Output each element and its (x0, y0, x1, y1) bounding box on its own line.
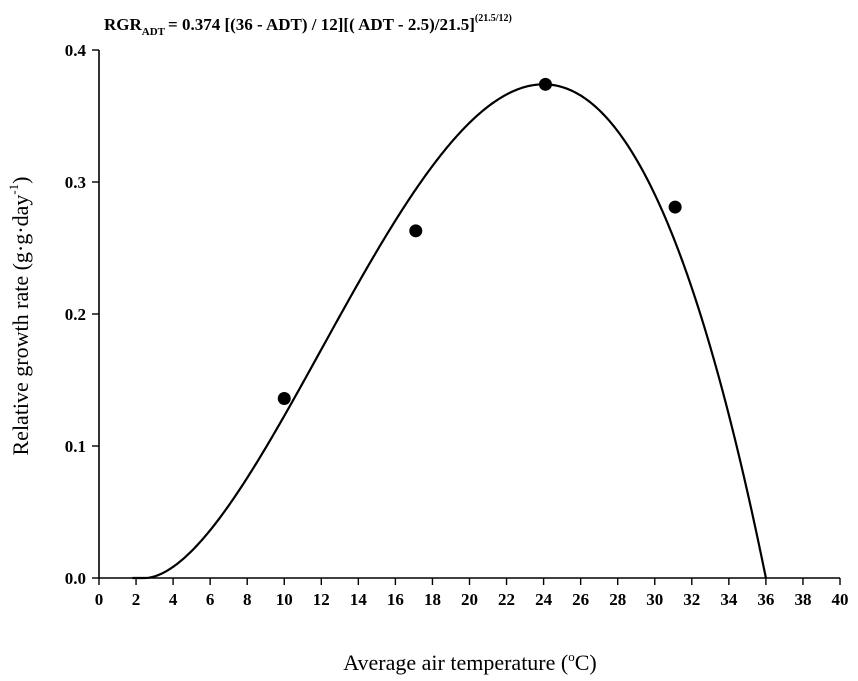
y-tick-label: 0.4 (65, 41, 87, 60)
x-tick-label: 14 (350, 590, 368, 609)
y-unit-exponent: -1 (6, 184, 21, 195)
x-tick-label: 28 (609, 590, 626, 609)
y-tick-label: 0.0 (65, 569, 86, 588)
y-tick-label: 0.1 (65, 437, 86, 456)
x-tick-label: 6 (206, 590, 215, 609)
plot-frame (98, 50, 840, 579)
x-axis-title: Average air temperature (oC) (343, 649, 596, 675)
x-tick-label: 34 (720, 590, 738, 609)
data-point (668, 200, 682, 214)
x-ticks: 0 2 4 6 8 10 12 14 16 18 20 22 24 26 28 30 32 34 36 38 40 (95, 578, 849, 609)
x-tick-label: 10 (276, 590, 293, 609)
y-tick-label: 0.3 (65, 173, 86, 192)
x-tick-label: 40 (832, 590, 849, 609)
x-tick-label: 22 (498, 590, 515, 609)
y-axis-title: Relative growth rate (g·g·day-1) (6, 176, 33, 455)
x-tick-label: 30 (646, 590, 663, 609)
x-tick-label: 36 (757, 590, 774, 609)
data-point (538, 77, 552, 91)
model-curve (132, 83, 767, 580)
x-tick-label: 18 (424, 590, 441, 609)
x-tick-label: 0 (95, 590, 104, 609)
x-tick-label: 8 (243, 590, 252, 609)
x-tick-label: 20 (461, 590, 478, 609)
equation-formula: = 0.374 [(36 - ADT) / 12][( ADT - 2.5)/2… (168, 15, 475, 34)
x-tick-label: 26 (572, 590, 589, 609)
data-point (409, 224, 423, 238)
data-points (277, 77, 682, 405)
degree-symbol: o (568, 649, 575, 664)
data-point (277, 391, 291, 405)
equation-title: RGRADT = 0.374 [(36 - ADT) / 12][( ADT - … (104, 13, 512, 38)
x-tick-label: 2 (132, 590, 141, 609)
x-tick-label: 38 (794, 590, 811, 609)
x-tick-label: 4 (169, 590, 178, 609)
x-tick-label: 12 (313, 590, 330, 609)
y-ticks: 0.0 0.1 0.2 0.3 0.4 (65, 41, 99, 588)
x-tick-label: 24 (535, 590, 553, 609)
equation-subscript: ADT (142, 26, 166, 38)
equation-exponent: (21.5/12) (475, 13, 512, 24)
x-tick-label: 16 (387, 590, 404, 609)
y-tick-label: 0.2 (65, 305, 86, 324)
x-tick-label: 32 (683, 590, 700, 609)
equation-rgr: RGR (104, 15, 143, 34)
